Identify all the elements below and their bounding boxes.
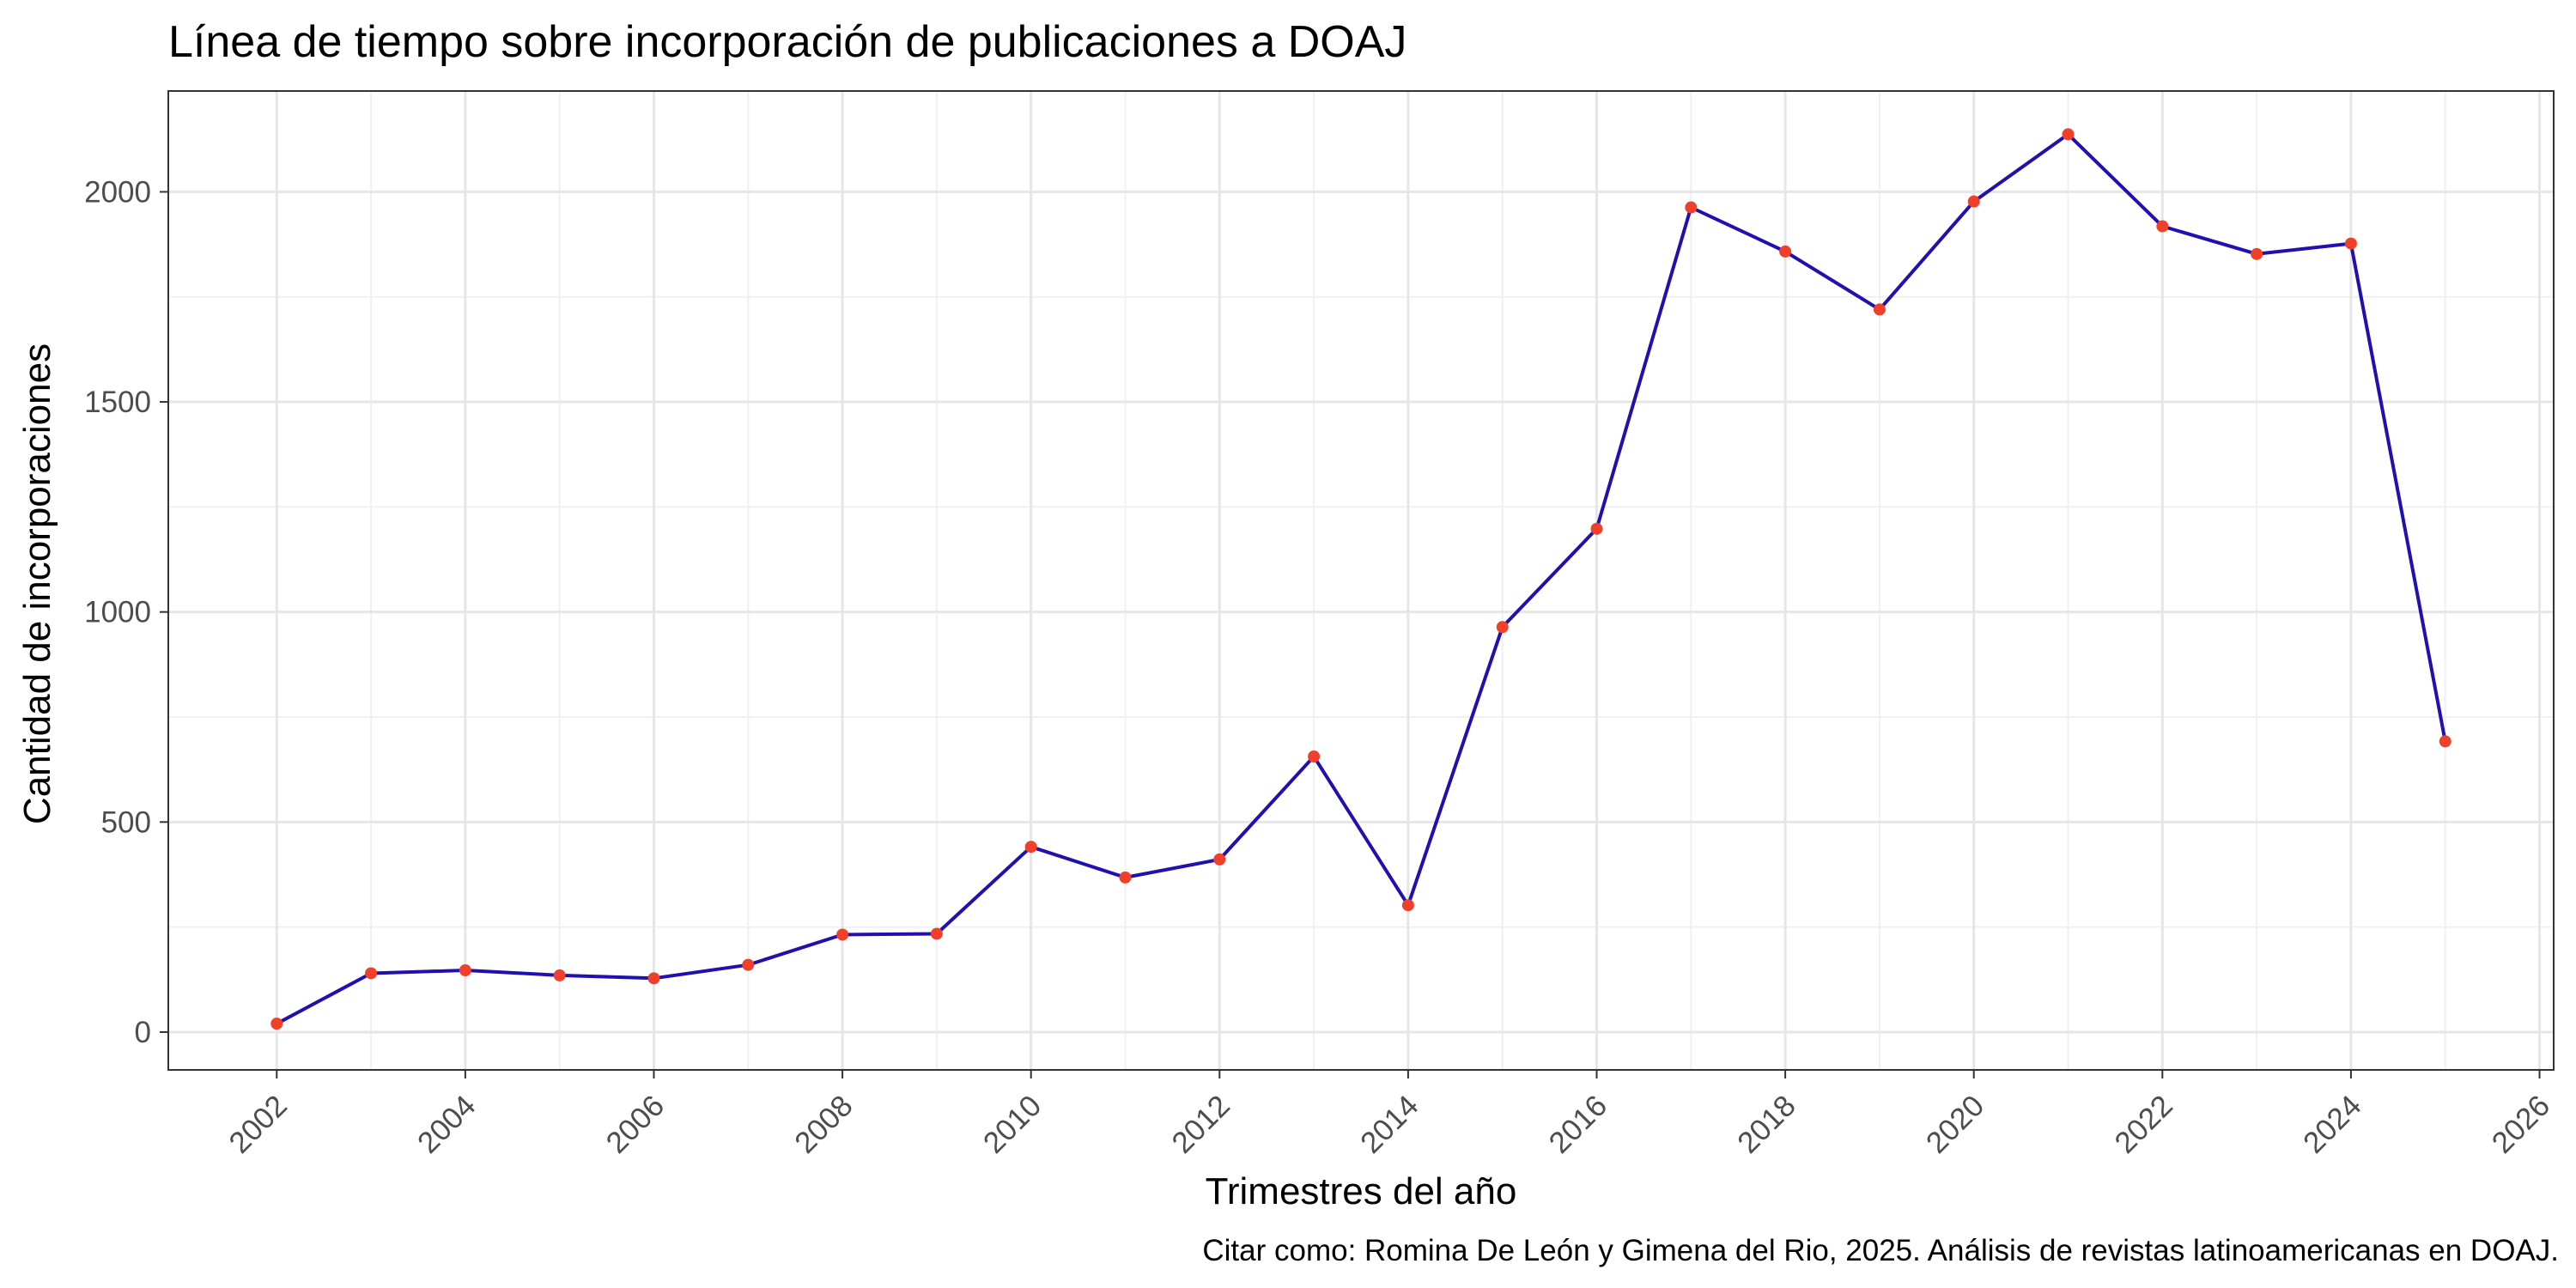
data-point (2062, 128, 2075, 141)
data-point (270, 1018, 283, 1030)
y-tick-label: 1000 (84, 596, 151, 629)
x-tick-label: 2008 (788, 1089, 860, 1160)
x-tick-label: 2010 (977, 1089, 1048, 1160)
data-point (1401, 899, 1414, 912)
x-tick-label: 2024 (2297, 1089, 2368, 1160)
data-point (553, 969, 566, 981)
data-point (1590, 522, 1603, 535)
x-tick-label: 2006 (599, 1089, 671, 1160)
series-line (276, 132, 2447, 1025)
data-point (2251, 247, 2263, 260)
data-point (1873, 303, 1886, 316)
x-tick-label: 2026 (2486, 1089, 2557, 1160)
data-point (1967, 195, 1980, 208)
data-point (365, 967, 378, 980)
x-tick-label: 2022 (2108, 1089, 2179, 1160)
data-point (459, 964, 471, 977)
data-point (1779, 245, 1792, 258)
data-point (930, 927, 943, 940)
x-axis-title: Trimestres del año (1206, 1170, 1517, 1212)
y-axis: 0 500 1000 1500 2000 (84, 175, 168, 1049)
y-tick-label: 1500 (84, 386, 151, 419)
data-point (1308, 750, 1321, 763)
x-tick-label: 2020 (1920, 1089, 1991, 1160)
data-point (647, 972, 660, 985)
chart-caption: Citar como: Romina De León y Gimena del … (1202, 1234, 2559, 1267)
x-tick-label: 2002 (222, 1089, 294, 1160)
x-tick-label: 2012 (1165, 1089, 1236, 1160)
data-point (2439, 735, 2451, 748)
data-point (1496, 621, 1509, 634)
x-tick-label: 2016 (1543, 1089, 1614, 1160)
y-axis-title: Cantidad de incorporaciones (16, 343, 58, 824)
data-point (1024, 841, 1037, 854)
series-layer (270, 128, 2451, 1030)
x-axis: 2002 2004 2006 2008 2010 2012 2014 2016 2018 2020… (222, 1070, 2556, 1160)
y-tick-label: 0 (135, 1016, 151, 1049)
panel-border (167, 90, 2555, 1071)
chart-title: Línea de tiempo sobre incorporación de p… (168, 17, 1406, 67)
data-point (2344, 237, 2357, 250)
x-tick-label: 2004 (411, 1089, 483, 1160)
y-tick-label: 500 (101, 805, 151, 839)
data-point (2156, 220, 2169, 233)
data-point (742, 958, 755, 971)
x-tick-label: 2018 (1731, 1089, 1802, 1160)
data-point (1119, 871, 1132, 884)
y-tick-label: 2000 (84, 175, 151, 209)
data-point (1213, 853, 1226, 866)
x-tick-label: 2014 (1354, 1089, 1425, 1160)
data-point (1685, 201, 1698, 214)
data-point (836, 928, 849, 941)
